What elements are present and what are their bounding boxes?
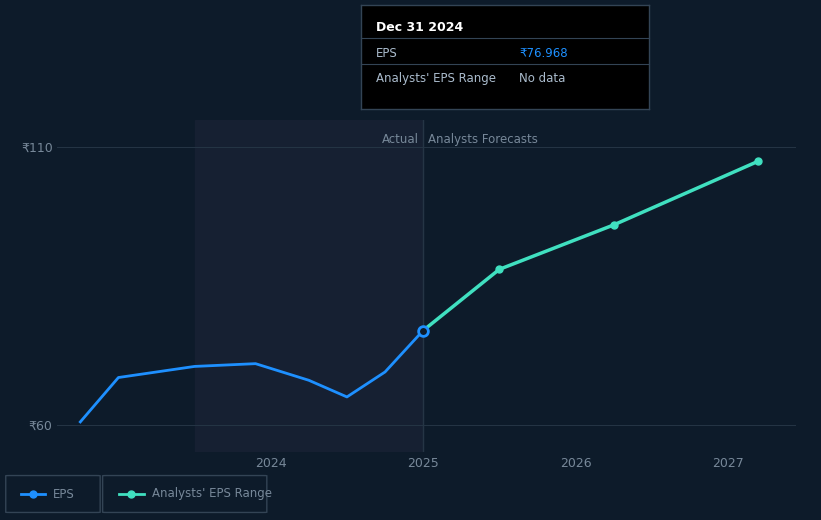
Text: EPS: EPS (53, 488, 75, 500)
Text: Actual: Actual (382, 134, 419, 147)
Text: Analysts' EPS Range: Analysts' EPS Range (152, 488, 272, 500)
Bar (195, 120, 423, 452)
Text: Dec 31 2024: Dec 31 2024 (376, 21, 463, 34)
Text: Analysts' EPS Range: Analysts' EPS Range (376, 72, 496, 85)
Text: ₹76.968: ₹76.968 (520, 47, 568, 60)
Text: Analysts Forecasts: Analysts Forecasts (428, 134, 538, 147)
Text: EPS: EPS (376, 47, 397, 60)
Text: No data: No data (520, 72, 566, 85)
